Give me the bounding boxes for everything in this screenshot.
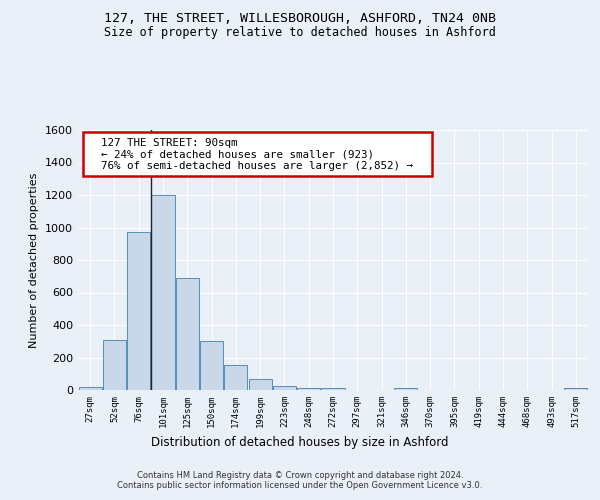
Bar xyxy=(565,388,587,390)
Bar xyxy=(297,388,320,390)
Bar xyxy=(200,341,223,390)
Text: Contains HM Land Registry data © Crown copyright and database right 2024.: Contains HM Land Registry data © Crown c… xyxy=(137,472,463,480)
Text: 127, THE STREET, WILLESBOROUGH, ASHFORD, TN24 0NB: 127, THE STREET, WILLESBOROUGH, ASHFORD,… xyxy=(104,12,496,26)
Text: Size of property relative to detached houses in Ashford: Size of property relative to detached ho… xyxy=(104,26,496,39)
Text: Contains public sector information licensed under the Open Government Licence v3: Contains public sector information licen… xyxy=(118,482,482,490)
Bar xyxy=(103,340,126,390)
Bar xyxy=(394,388,418,390)
Text: 127 THE STREET: 90sqm  
  ← 24% of detached houses are smaller (923)  
  76% of : 127 THE STREET: 90sqm ← 24% of detached … xyxy=(88,138,426,171)
Bar xyxy=(248,380,272,390)
Bar xyxy=(322,388,344,390)
Text: Distribution of detached houses by size in Ashford: Distribution of detached houses by size … xyxy=(151,436,449,449)
Bar xyxy=(79,387,101,390)
Bar xyxy=(273,386,296,390)
Bar xyxy=(151,195,175,390)
Y-axis label: Number of detached properties: Number of detached properties xyxy=(29,172,40,348)
Bar xyxy=(224,365,247,390)
Bar xyxy=(127,232,150,390)
Bar xyxy=(176,278,199,390)
